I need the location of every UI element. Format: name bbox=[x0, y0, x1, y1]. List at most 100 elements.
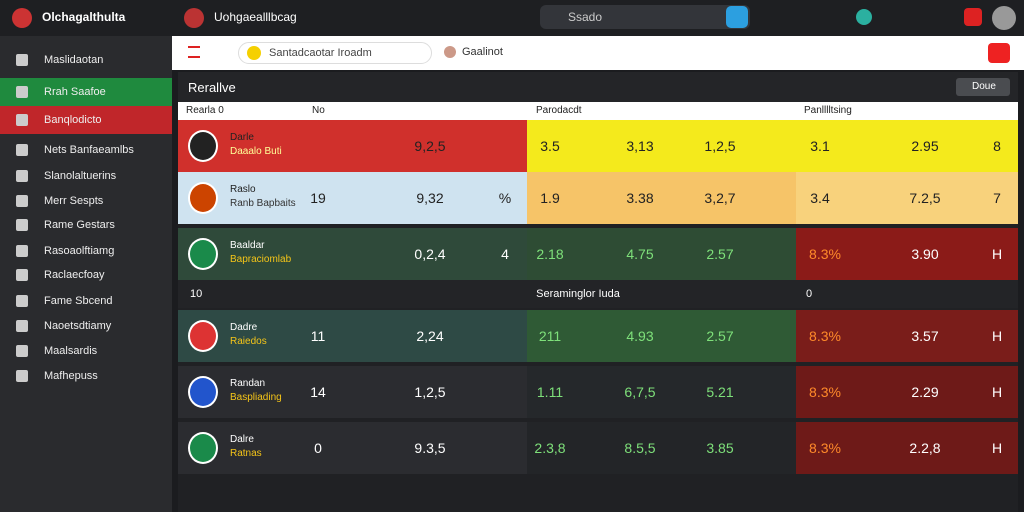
search-text: Ssado bbox=[568, 10, 603, 24]
team-badge bbox=[188, 432, 218, 464]
separator-row: 10 Seraminglor Iuda 0 bbox=[178, 280, 1018, 308]
cell-value: 11 bbox=[310, 328, 326, 344]
table-row[interactable]: Dalre Ratnas 0 9.3,5 2.3,8 8.5,5 3.85 8.3% 2.2,8… bbox=[178, 422, 1018, 474]
sidebar-label: Slanolaltuerins bbox=[44, 170, 117, 182]
sidebar-label: Mafhepuss bbox=[44, 370, 98, 382]
cell-value: 6,7,5 bbox=[624, 384, 656, 400]
cell-value: 2.18 bbox=[536, 246, 564, 262]
sidebar-label: Nets Banfaeamlbs bbox=[44, 144, 134, 156]
sidebar-item[interactable]: Rrah Saafoe bbox=[0, 78, 172, 106]
icon[interactable] bbox=[856, 9, 872, 25]
cell-value: 2.29 bbox=[911, 384, 939, 400]
cell-value: H bbox=[991, 440, 1003, 456]
cell-bg bbox=[796, 366, 1018, 418]
app-logo[interactable] bbox=[184, 8, 204, 28]
cell-value: 7.2,5 bbox=[909, 190, 941, 206]
cell-value: 5.21 bbox=[706, 384, 734, 400]
dropdown[interactable]: Doue bbox=[956, 78, 1010, 96]
app-title: Uohgaealllbcag bbox=[214, 10, 297, 24]
sidebar-item[interactable]: Maalsardis bbox=[0, 337, 172, 365]
sidebar-item[interactable]: Rame Gestars bbox=[0, 211, 172, 239]
sidebar-item[interactable]: Raclaecfoay bbox=[0, 261, 172, 289]
cell-bg bbox=[527, 172, 796, 224]
sidebar-icon bbox=[16, 345, 28, 357]
sidebar-item[interactable]: Mafhepuss bbox=[0, 362, 172, 390]
sidebar-icon bbox=[16, 54, 28, 66]
sidebar: Maslidaotan Rrah Saafoe Banqlodicto Nets Ba… bbox=[0, 36, 172, 512]
panel: Rerallve Doue Rearla 0 No Parodacdt Panllll… bbox=[178, 72, 1018, 512]
cell-value: 2.57 bbox=[706, 328, 734, 344]
cell-bg bbox=[527, 120, 796, 172]
cell-value: 2,24 bbox=[416, 328, 444, 344]
address-bar[interactable]: Santadcaotar Iroadm bbox=[238, 42, 432, 64]
team-sub: Daaalo Buti bbox=[230, 146, 282, 157]
toolbar: Santadcaotar Iroadm Gaalinot bbox=[172, 36, 1024, 70]
sidebar-item[interactable]: Maslidaotan bbox=[0, 46, 172, 74]
team-sub: Raiedos bbox=[230, 336, 267, 347]
table-row[interactable]: Randan Baspliading 14 1,2,5 1.11 6,7,5 5.21 8.3… bbox=[178, 366, 1018, 418]
search-box[interactable]: Ssado bbox=[540, 5, 750, 29]
team-badge bbox=[188, 182, 218, 214]
table-row[interactable]: Raslo Ranb Bapbaits 19 9,32% 1.9 3.38 3,2,7 3.4… bbox=[178, 172, 1018, 224]
cell-bg bbox=[178, 310, 527, 362]
action-button[interactable] bbox=[988, 43, 1010, 63]
cell-value: 3,13 bbox=[626, 138, 654, 154]
cell-value: 1,2,5 bbox=[414, 384, 446, 400]
sidebar-label: Naoetsdtiamy bbox=[44, 320, 112, 332]
sidebar-item[interactable]: Rasoaolftiamg bbox=[0, 237, 172, 265]
cell-value: 19 bbox=[310, 190, 326, 206]
sidebar-item[interactable]: Merr Sespts bbox=[0, 187, 172, 215]
sidebar-icon bbox=[16, 170, 28, 182]
cell-value: % bbox=[498, 190, 512, 206]
team-sub: Ranb Bapbaits bbox=[230, 198, 296, 209]
cell-value: 2.57 bbox=[706, 246, 734, 262]
sidebar-label: Fame Sbcend bbox=[44, 295, 113, 307]
team-sub: Bapraciomlab bbox=[230, 254, 292, 265]
cell-value: 14 bbox=[310, 384, 326, 400]
cell-value: 4.93 bbox=[626, 328, 654, 344]
cell-value: 3,2,7 bbox=[704, 190, 736, 206]
tab-label[interactable]: Gaalinot bbox=[462, 46, 503, 58]
menu[interactable] bbox=[188, 46, 200, 58]
cell-bg bbox=[796, 120, 1018, 172]
team-name: Baaldar bbox=[230, 240, 265, 251]
sidebar-label: Maslidaotan bbox=[44, 54, 104, 66]
column-title: Panlllltsing bbox=[804, 105, 852, 116]
table-row[interactable]: Dadre Raiedos 11 2,24 211 4.93 2.57 8.3% 3.57 H bbox=[178, 310, 1018, 362]
cell-bg bbox=[527, 310, 796, 362]
search-button[interactable] bbox=[726, 6, 748, 28]
team-name: Raslo bbox=[230, 184, 256, 195]
separator-right: 0 bbox=[806, 288, 813, 300]
cell-value: H bbox=[991, 328, 1003, 344]
cell-value: 7 bbox=[993, 190, 1001, 206]
cell-bg bbox=[796, 172, 1018, 224]
tab-icon[interactable] bbox=[444, 46, 456, 58]
cell-value: 211 bbox=[538, 328, 562, 344]
table-row[interactable]: Darle Daaalo Buti 9,2,5 3.5 3,13 1,2,5 3.1 2.95… bbox=[178, 120, 1018, 172]
sidebar-icon bbox=[16, 269, 28, 281]
cell-value: 3.90 bbox=[911, 246, 939, 262]
sidebar-label: Rrah Saafoe bbox=[44, 86, 106, 98]
cell-value: H bbox=[991, 246, 1003, 262]
sidebar-item[interactable]: Slanolaltuerins bbox=[0, 162, 172, 190]
column-title: Rearla 0 bbox=[186, 105, 224, 116]
separator-left: 10 bbox=[190, 288, 203, 300]
sidebar-label: Rasoaolftiamg bbox=[44, 245, 115, 257]
cell-value: 8.5,5 bbox=[624, 440, 656, 456]
cell-value: 3.38 bbox=[626, 190, 654, 206]
sidebar-item[interactable]: Banqlodicto bbox=[0, 106, 172, 134]
avatar[interactable] bbox=[992, 6, 1016, 30]
sidebar-item[interactable]: Nets Banfaeamlbs bbox=[0, 136, 172, 164]
team-badge bbox=[188, 376, 218, 408]
cell-value: 9.3,5 bbox=[414, 440, 446, 456]
cell-bg bbox=[527, 366, 796, 418]
sidebar-item[interactable]: Fame Sbcend bbox=[0, 287, 172, 315]
team-name: Darle bbox=[230, 132, 254, 143]
sidebar-item[interactable]: Naoetsdtiamy bbox=[0, 312, 172, 340]
cell-value: 1.11 bbox=[536, 384, 564, 400]
table-row[interactable]: Baaldar Bapraciomlab 0,2,4 4 2.18 4.75 2.57 8.3… bbox=[178, 228, 1018, 280]
column-title: Parodacdt bbox=[536, 105, 582, 116]
cell-value: 4.75 bbox=[626, 246, 654, 262]
icon[interactable] bbox=[964, 8, 982, 26]
cell-value: H bbox=[991, 384, 1003, 400]
